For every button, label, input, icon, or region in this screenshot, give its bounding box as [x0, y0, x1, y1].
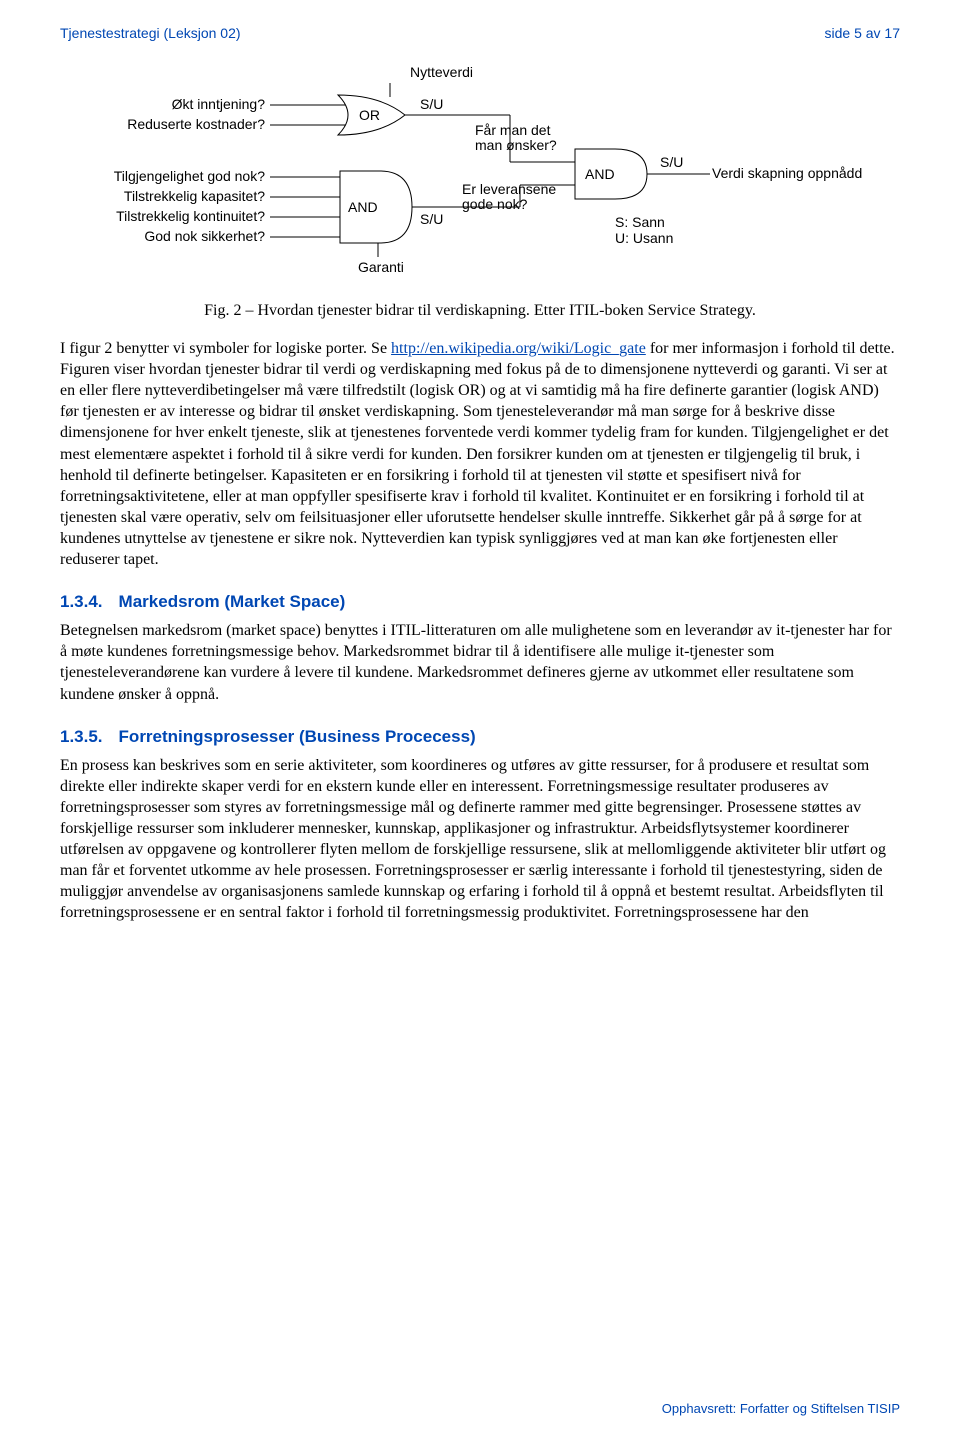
label-kontinuitet: Tilstrekkelig kontinuitet?	[116, 208, 265, 224]
legend-usann: U: Usann	[615, 230, 673, 246]
wikipedia-link[interactable]: http://en.wikipedia.org/wiki/Logic_gate	[391, 340, 646, 357]
heading-134-title: Markedsrom (Market Space)	[119, 592, 346, 611]
heading-135-title: Forretningsprosesser (Business Procecess…	[119, 727, 476, 746]
and1-gate-label: AND	[348, 199, 378, 215]
and2-gate-label: AND	[585, 166, 615, 182]
paragraph-134: Betegnelsen markedsrom (market space) be…	[60, 620, 900, 704]
label-okt-inntjening: Økt inntjening?	[172, 96, 266, 112]
label-nytteverdi: Nytteverdi	[410, 64, 473, 80]
legend-sann: S: Sann	[615, 214, 665, 230]
label-leveranser: Er leveransene gode nok?	[462, 181, 560, 212]
label-sikkerhet: God nok sikkerhet?	[144, 228, 265, 244]
label-su-3: S/U	[660, 154, 683, 170]
para1-part-b: for mer informasjon i forhold til dette.…	[60, 340, 895, 568]
para1-part-a: I figur 2 benytter vi symboler for logis…	[60, 340, 391, 357]
paragraph-135: En prosess kan beskrives som en serie ak…	[60, 755, 900, 924]
label-tilgjengelighet: Tilgjengelighet god nok?	[114, 168, 265, 184]
heading-135: 1.3.5. Forretningsprosesser (Business Pro…	[60, 727, 900, 747]
page-header: Tjenestestrategi (Leksjon 02) side 5 av …	[60, 25, 900, 41]
label-far-man-det: Får man det man ønsker?	[475, 122, 557, 153]
heading-134: 1.3.4. Markedsrom (Market Space)	[60, 592, 900, 612]
figure-caption: Fig. 2 – Hvordan tjenester bidrar til ve…	[60, 302, 900, 320]
label-reduserte-kostnader: Reduserte kostnader?	[127, 116, 265, 132]
heading-134-num: 1.3.4.	[60, 592, 103, 611]
or-gate-label: OR	[359, 107, 380, 123]
label-su-1: S/U	[420, 96, 443, 112]
header-left: Tjenestestrategi (Leksjon 02)	[60, 25, 241, 41]
label-su-2: S/U	[420, 211, 443, 227]
paragraph-1: I figur 2 benytter vi symboler for logis…	[60, 338, 900, 570]
logic-gate-diagram: Nytteverdi Økt inntjening? Reduserte kos…	[60, 59, 900, 294]
page-footer: Opphavsrett: Forfatter og Stiftelsen TIS…	[662, 1401, 900, 1416]
heading-135-num: 1.3.5.	[60, 727, 103, 746]
header-right: side 5 av 17	[825, 25, 901, 41]
label-verdi-skapning: Verdi skapning oppnådd	[712, 165, 862, 181]
label-garanti: Garanti	[358, 259, 404, 275]
label-kapasitet: Tilstrekkelig kapasitet?	[124, 188, 265, 204]
